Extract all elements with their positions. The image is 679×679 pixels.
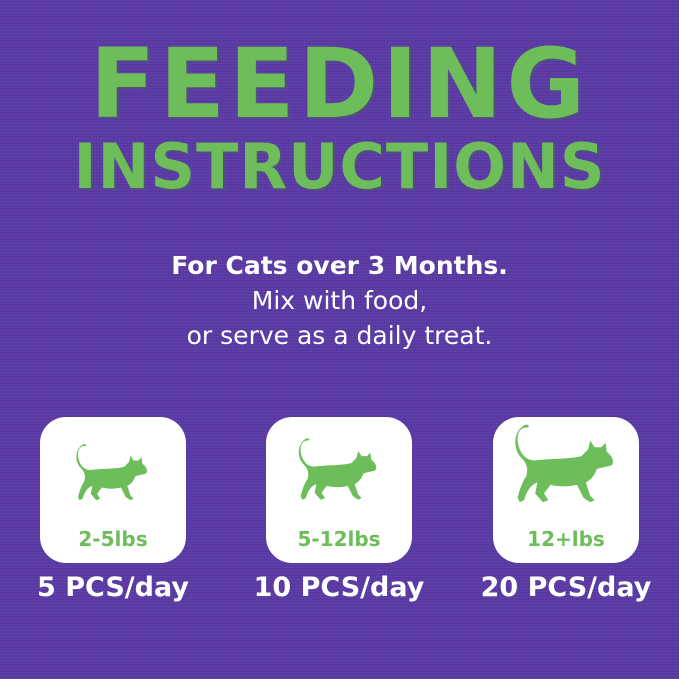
dose-small: 5 PCS/day [37, 572, 189, 603]
dose-medium: 10 PCS/day [253, 572, 425, 603]
usage-line-2: or serve as a daily treat. [186, 321, 493, 350]
weight-card-small: 2-5lbs [40, 417, 186, 563]
age-requirement: For Cats over 3 Months. [171, 251, 508, 280]
weight-label: 12+lbs [527, 527, 605, 551]
weight-card-medium: 5-12lbs [266, 417, 412, 563]
cat-icon [76, 444, 147, 501]
title-line-2: INSTRUCTIONS [73, 130, 606, 203]
title-line-1: FEEDING [89, 28, 590, 140]
cat-icon [298, 438, 377, 500]
weight-label: 5-12lbs [297, 527, 381, 551]
cat-icon [515, 424, 614, 503]
weight-label: 2-5lbs [78, 527, 148, 551]
usage-line-1: Mix with food, [251, 286, 428, 315]
weight-card-large: 12+lbs [493, 417, 639, 563]
dose-large: 20 PCS/day [480, 572, 652, 603]
